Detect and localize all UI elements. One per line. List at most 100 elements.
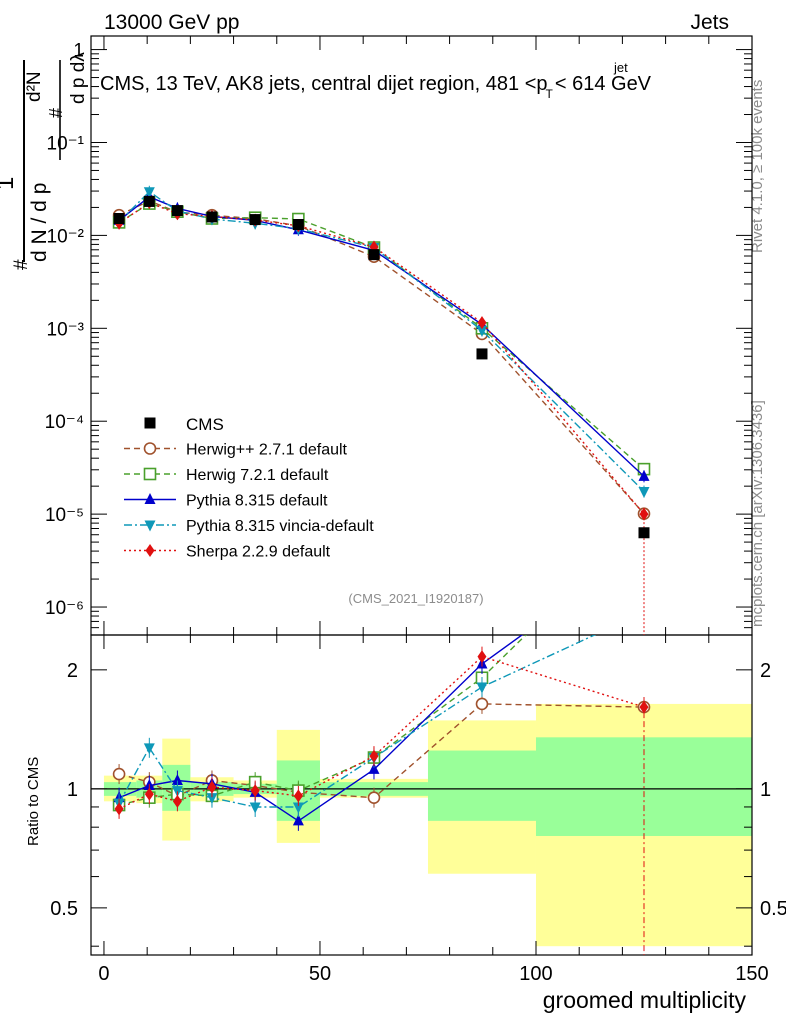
ratio-point-series-4 [250,784,260,798]
legend-marker [143,467,157,481]
legend-label: Herwig++ 2.7.1 default [186,442,348,459]
legend-label: Pythia 8.315 vincia-default [186,518,374,535]
legend-marker [144,520,156,532]
process-type-label: Jets [690,11,729,34]
main-point-series-3 [143,187,155,199]
main-point-series-2 [638,469,650,481]
legend-marker [145,544,155,557]
ratio-point-series-3 [249,802,261,814]
y-tick-label: 1 [73,41,84,62]
data-point [368,249,380,261]
data-point [249,214,261,226]
y-label-dpt-dlambda: d p dλ [68,52,89,104]
main-point-series-4 [477,316,487,330]
ratio-point-series-2 [171,773,183,785]
ratio-uncertainty-bands [103,703,752,947]
data-point [206,211,218,223]
ratio-line-series-4 [118,655,645,810]
plot-title: CMS, 13 TeV, AK8 jets, central dijet reg… [100,73,652,101]
x-tick-label: 150 [735,963,768,985]
main-y-axis-label: 1 d N / d p # # d²N d p dλ [0,52,89,270]
ratio-point-series-3 [638,608,649,619]
data-point [143,195,155,207]
y-tick-label: 10⁻⁵ [45,505,84,526]
ratio-point-series-4 [172,794,182,808]
main-point-series-3 [638,487,650,499]
plot-title-sup: jet [613,60,628,75]
ratio-y-tick-label: 0.5 [50,898,78,920]
legend-marker [143,442,157,455]
ratio-y-tick-label: 2 [67,660,78,682]
inner-band [427,750,536,821]
y-tick-label: 10⁻⁶ [45,598,84,619]
ratio-y-tick-label-right: 1 [760,779,771,801]
ratio-point-series-4 [207,780,217,794]
energy-label: 13000 GeV pp [104,11,239,34]
ratio-point-series-3 [292,802,304,814]
ratio-point-series-4 [114,802,124,816]
x-tick-label: 50 [309,963,331,985]
ratio-point-series-2 [368,762,380,774]
plot-title-prefix: CMS, 13 TeV, AK8 jets, central dijet reg… [100,73,548,95]
legend-label: Sherpa 2.2.9 default [186,544,331,561]
main-panel-series [112,185,651,635]
main-clip-group [112,185,651,635]
plot-title-suffix: < 614 GeV [555,73,652,95]
ratio-clip-group [112,540,651,955]
mcplots-label: mcplots.cern.ch [arXiv:1306.3436] [749,400,766,627]
legend-item-0: Herwig++ 2.7.1 default [124,442,348,459]
main-line-series-2 [118,195,645,477]
data-point [113,213,125,224]
ratio-point-series-0 [367,791,381,804]
analysis-tag: (CMS_2021_I1920187) [348,591,483,606]
rivet-version-label: Rivet 4.1.0, ≥ 100k events [749,80,766,253]
axes: 0 50 100 150 1 10⁻¹ 10⁻² 10⁻³ 10⁻⁴ 10⁻⁵ 10⁻⁶ 0.5 0.5… [45,35,786,985]
ratio-point-series-4 [144,787,154,801]
ratio-point-series-3 [143,743,155,755]
ratio-line-series-1 [118,635,527,806]
ratio-y-tick-label-right: 2 [760,660,771,682]
legend-label: Herwig 7.2.1 default [186,467,329,484]
legend-label-data: CMS [186,415,224,434]
ratio-point-series-3 [476,682,488,694]
ratio-y-tick-label-right: 0.5 [760,898,786,920]
data-point [638,527,650,539]
legend-item-data: CMS [144,415,224,434]
ratio-point-series-0 [475,697,489,711]
ratio-point-series-4 [369,749,379,763]
ratio-point-series-4 [293,789,303,803]
legend-item-4: Sherpa 2.2.9 default [124,544,331,561]
legend-label: Pythia 8.315 default [186,493,328,510]
data-point [476,348,488,360]
x-tick-label: 0 [98,963,109,985]
y-tick-label: 10⁻³ [47,319,85,340]
y-tick-label: 10⁻⁴ [45,412,84,433]
legend-item-2: Pythia 8.315 default [124,493,328,510]
y-label-dndpt: d N / d p [28,183,51,262]
y-label-hash-outer: # [11,259,32,270]
ratio-y-axis-label: Ratio to CMS [25,757,42,846]
ratio-point-series-2 [638,540,649,551]
main-line-series-4 [118,201,645,515]
ratio-panel-series [112,540,651,955]
main-point-series-3 [476,325,488,337]
y-label-one: 1 [0,177,19,190]
ratio-point-series-0 [112,767,126,781]
legend: CMS Herwig++ 2.7.1 default Herwig 7.2.1 de… [124,415,374,561]
data-point [171,205,183,217]
data-point [292,218,304,230]
y-tick-label: 10⁻¹ [47,133,85,154]
legend-marker-data [144,417,156,429]
x-tick-label: 100 [519,963,552,985]
y-tick-label: 10⁻² [47,226,85,247]
ratio-point-series-4 [477,650,487,664]
plot-title-sub: T [546,87,554,101]
legend-item-1: Herwig 7.2.1 default [124,467,329,484]
x-axis-label: groomed multiplicity [543,987,747,1013]
legend-item-3: Pythia 8.315 vincia-default [124,518,374,535]
ratio-frame [90,634,753,956]
y-label-hash-inner: # [46,108,66,118]
legend-marker [144,493,156,504]
ratio-y-tick-label: 1 [67,779,78,801]
